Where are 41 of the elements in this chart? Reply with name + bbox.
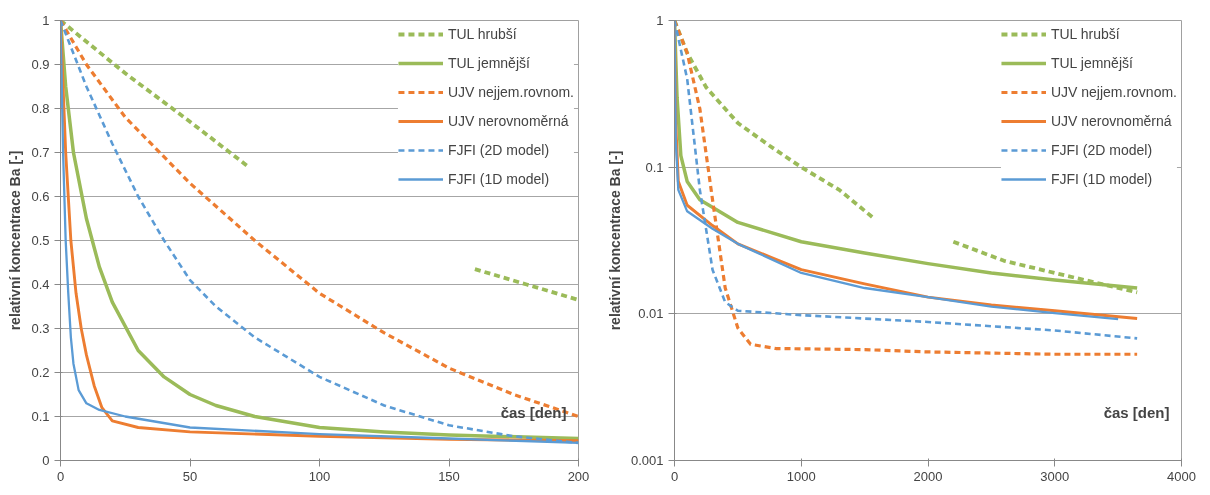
x-tick-label: 3000 bbox=[1040, 468, 1070, 484]
legend-label: TUL jemnější bbox=[1050, 55, 1133, 71]
x-tick-label: 100 bbox=[308, 468, 331, 484]
x-tick-label: 200 bbox=[567, 468, 590, 484]
y-axis-title: relativní koncentrace Ba [-] bbox=[606, 150, 623, 331]
y-tick-label: 0.9 bbox=[31, 57, 50, 72]
legend-label: FJFI (2D model) bbox=[447, 142, 550, 158]
y-tick-label: 0.7 bbox=[31, 145, 50, 160]
x-tick-label: 2000 bbox=[913, 468, 943, 484]
y-axis-title: relativní koncentrace Ba [-] bbox=[7, 150, 24, 331]
y-tick-label: 0.01 bbox=[638, 306, 664, 322]
x-axis-title: čas [den] bbox=[1103, 403, 1170, 421]
y-tick-label: 0.3 bbox=[31, 321, 50, 336]
x-tick-label: 0 bbox=[56, 468, 65, 484]
x-tick-label: 4000 bbox=[1167, 468, 1196, 484]
y-tick-label: 0.2 bbox=[31, 365, 50, 380]
legend-label: UJV nerovnoměrná bbox=[447, 113, 569, 129]
legend-label: UJV nerovnoměrná bbox=[1050, 113, 1172, 129]
y-tick-label: 0.5 bbox=[31, 233, 50, 248]
x-axis-title: čas [den] bbox=[500, 403, 567, 421]
x-tick-label: 150 bbox=[438, 468, 460, 484]
y-tick-label: 0 bbox=[42, 453, 50, 468]
y-tick-label: 0.6 bbox=[31, 189, 50, 204]
y-tick-label: 0.001 bbox=[630, 453, 664, 468]
x-tick-label: 0 bbox=[670, 468, 679, 484]
y-tick-label: 0.8 bbox=[31, 101, 50, 116]
legend-label: FJFI (2D model) bbox=[1050, 142, 1153, 158]
y-tick-label: 0.1 bbox=[31, 409, 50, 424]
y-tick-label: 0.4 bbox=[31, 277, 50, 292]
legend-label: FJFI (1D model) bbox=[1050, 171, 1153, 187]
legend-label: UJV nejjem.rovnom. bbox=[447, 84, 574, 100]
legend-label: TUL jemnější bbox=[447, 55, 530, 71]
y-tick-label: 1 bbox=[656, 13, 664, 28]
legend-label: TUL hrubší bbox=[1050, 26, 1120, 42]
x-tick-label: 50 bbox=[182, 468, 198, 484]
legend-label: FJFI (1D model) bbox=[447, 171, 550, 187]
x-tick-label: 1000 bbox=[786, 468, 816, 484]
y-tick-label: 0.1 bbox=[645, 159, 664, 175]
legend-label: UJV nejjem.rovnom. bbox=[1050, 84, 1177, 100]
legend-label: TUL hrubší bbox=[447, 26, 517, 42]
y-tick-label: 1 bbox=[42, 13, 50, 28]
